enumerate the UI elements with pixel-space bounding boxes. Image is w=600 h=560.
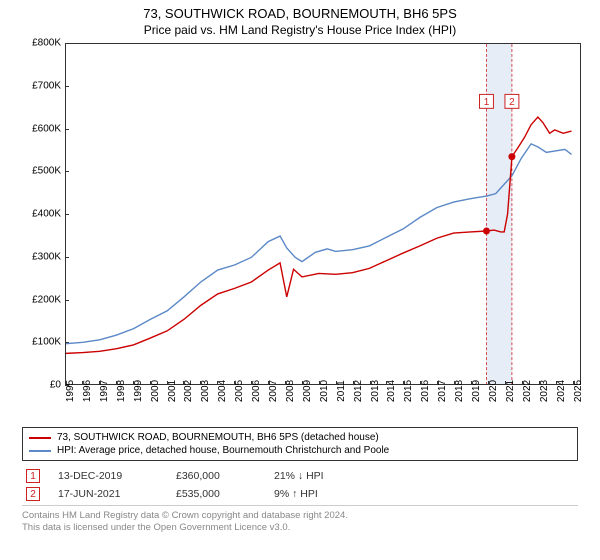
row-index-box: 1 [26, 469, 40, 483]
y-tick-label: £600K [32, 123, 61, 134]
y-tick-label: £400K [32, 209, 61, 220]
table-row: 2 17-JUN-2021 £535,000 9% ↑ HPI [22, 485, 578, 503]
legend-swatch [29, 437, 51, 439]
y-tick-label: £200K [32, 294, 61, 305]
row-index-box: 2 [26, 487, 40, 501]
marker-point [483, 228, 490, 235]
x-tick-label: 2025 [573, 380, 600, 402]
y-axis: £0£100K£200K£300K£400K£500K£600K£700K£80… [15, 43, 65, 385]
row-date: 13-DEC-2019 [58, 470, 158, 482]
page-subtitle: Price paid vs. HM Land Registry's House … [0, 23, 600, 37]
footer: Contains HM Land Registry data © Crown c… [22, 505, 578, 535]
plot-area: 12 [65, 43, 581, 385]
row-delta: 21% ↓ HPI [274, 470, 364, 482]
legend: 73, SOUTHWICK ROAD, BOURNEMOUTH, BH6 5PS… [22, 427, 578, 461]
row-delta: 9% ↑ HPI [274, 488, 364, 500]
y-tick-label: £100K [32, 337, 61, 348]
y-tick-label: £500K [32, 166, 61, 177]
table-row: 1 13-DEC-2019 £360,000 21% ↓ HPI [22, 467, 578, 485]
chart: £0£100K£200K£300K£400K£500K£600K£700K£80… [15, 43, 585, 423]
transactions-table: 1 13-DEC-2019 £360,000 21% ↓ HPI 2 17-JUN-202… [22, 467, 578, 503]
legend-swatch [29, 450, 51, 452]
plot-svg: 12 [66, 44, 580, 384]
footer-line: This data is licensed under the Open Gov… [22, 522, 578, 534]
title-block: 73, SOUTHWICK ROAD, BOURNEMOUTH, BH6 5PS… [0, 0, 600, 37]
legend-row: 73, SOUTHWICK ROAD, BOURNEMOUTH, BH6 5PS… [29, 432, 571, 443]
y-tick-label: £700K [32, 80, 61, 91]
row-price: £360,000 [176, 470, 256, 482]
footer-line: Contains HM Land Registry data © Crown c… [22, 510, 578, 522]
row-price: £535,000 [176, 488, 256, 500]
page-title: 73, SOUTHWICK ROAD, BOURNEMOUTH, BH6 5PS [0, 6, 600, 21]
y-tick-label: £800K [32, 38, 61, 49]
row-date: 17-JUN-2021 [58, 488, 158, 500]
legend-text: 73, SOUTHWICK ROAD, BOURNEMOUTH, BH6 5PS… [57, 432, 379, 443]
marker-point [508, 153, 515, 160]
legend-row: HPI: Average price, detached house, Bour… [29, 445, 571, 456]
legend-text: HPI: Average price, detached house, Bour… [57, 445, 389, 456]
y-tick-label: £0 [50, 380, 61, 391]
y-tick-label: £300K [32, 251, 61, 262]
x-axis: 1995199619971998199920002001200220032004… [65, 385, 581, 423]
marker-label-text: 2 [509, 97, 515, 108]
marker-label-text: 1 [484, 97, 490, 108]
